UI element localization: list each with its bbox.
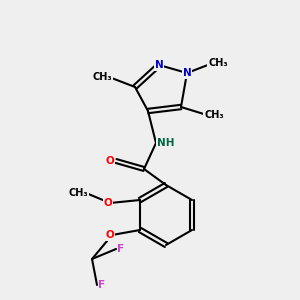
Text: CH₃: CH₃ xyxy=(92,72,112,82)
Text: O: O xyxy=(106,156,114,166)
Text: CH₃: CH₃ xyxy=(204,110,224,120)
Text: N: N xyxy=(183,68,191,78)
Text: CH₃: CH₃ xyxy=(208,58,228,68)
Text: O: O xyxy=(103,198,112,208)
Text: F: F xyxy=(98,280,106,290)
Text: N: N xyxy=(154,60,164,70)
Text: F: F xyxy=(118,244,124,254)
Text: NH: NH xyxy=(157,138,175,148)
Text: O: O xyxy=(106,230,114,240)
Text: CH₃: CH₃ xyxy=(68,188,88,198)
